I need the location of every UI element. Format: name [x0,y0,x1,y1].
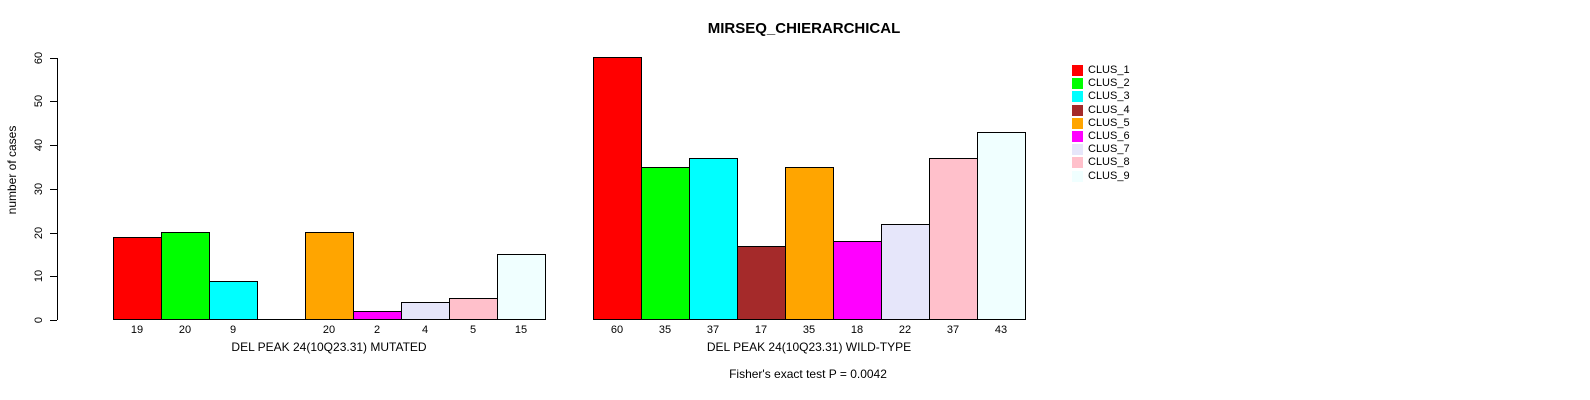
bar-value-label: 18 [850,324,864,336]
y-axis-tick-label: 40 [33,138,45,152]
bar-CLUS_9-group1 [977,132,1026,320]
x-axis-group-label-wildtype: DEL PEAK 24(10Q23.31) WILD-TYPE [706,340,912,354]
bar-value-label: 15 [514,324,528,336]
bar-CLUS_2-group0 [161,232,210,320]
bar-value-label: 35 [802,324,816,336]
bar-value-label: 4 [421,324,429,336]
bar-CLUS_8-group0 [449,298,498,320]
bar-value-label: 35 [658,324,672,336]
legend-label: CLUS_3 [1088,90,1130,103]
bar-CLUS_6-group1 [833,241,882,320]
bar-CLUS_5-group1 [785,167,834,320]
legend-item: CLUS_8 [1072,156,1130,169]
bar-value-label: 2 [373,324,381,336]
bar-value-label: 37 [706,324,720,336]
legend-swatch [1072,91,1083,103]
legend: CLUS_1 CLUS_2 CLUS_3 CLUS_4 CLUS_5 CLUS_6 CLUS… [1072,64,1130,183]
legend-swatch [1072,170,1083,182]
legend-item: CLUS_5 [1072,117,1130,130]
bar-CLUS_7-group1 [881,224,930,320]
legend-label: CLUS_2 [1088,77,1130,90]
y-axis-tick [50,232,57,234]
chart-title: MIRSEQ_CHIERARCHICAL [707,20,901,37]
bar-value-label: 9 [229,324,237,336]
legend-item: CLUS_7 [1072,143,1130,156]
bar-CLUS_8-group1 [929,158,978,320]
bar-value-label: 43 [994,324,1008,336]
bar-value-label: 37 [946,324,960,336]
legend-swatch [1072,78,1083,90]
y-axis-tick [50,145,57,146]
legend-label: CLUS_6 [1088,129,1130,142]
y-axis-tick-label: 0 [33,316,45,324]
legend-swatch [1072,117,1083,129]
legend-label: CLUS_9 [1088,169,1130,182]
y-axis-tick-label: 30 [33,182,45,195]
legend-item: CLUS_2 [1072,77,1130,90]
bar-CLUS_1-group0 [113,237,162,320]
legend-item: CLUS_4 [1072,104,1130,117]
y-axis-tick-label: 50 [33,95,45,108]
y-axis-tick-label: 60 [33,51,45,64]
legend-swatch [1072,157,1083,169]
legend-swatch [1072,104,1083,116]
bar-CLUS_5-group0 [305,232,354,320]
bar-CLUS_2-group1 [641,167,690,320]
y-axis-tick [50,188,57,190]
legend-swatch [1072,65,1083,77]
y-axis-tick [50,320,57,321]
y-axis-line [57,58,58,320]
legend-label: CLUS_4 [1088,103,1130,116]
bar-value-label: 22 [898,324,912,336]
y-axis-tick [50,276,57,278]
bar-value-label: 20 [178,324,192,336]
bar-value-label: 19 [130,324,144,336]
y-axis-tick-label: 10 [33,270,45,283]
legend-item: CLUS_6 [1072,130,1130,143]
bar-CLUS_7-group0 [401,302,450,320]
bar-value-label: 20 [322,324,336,336]
legend-label: CLUS_8 [1088,156,1130,169]
bar-CLUS_3-group0 [209,281,258,320]
zero-height-bar-CLUS_4 [257,319,306,320]
legend-swatch [1072,131,1083,143]
legend-label: CLUS_1 [1088,64,1130,76]
bar-value-label: 60 [610,324,624,336]
y-axis-tick-label: 20 [33,226,45,239]
legend-label: CLUS_7 [1088,143,1130,156]
bar-CLUS_6-group0 [353,311,402,320]
bar-CLUS_3-group1 [689,158,738,320]
y-axis-tick [50,57,57,59]
legend-item: CLUS_3 [1072,90,1130,103]
bar-value-label: 5 [469,324,477,336]
x-axis-group-label-mutated: DEL PEAK 24(10Q23.31) MUTATED [231,340,427,354]
legend-label: CLUS_5 [1088,116,1130,129]
bar-CLUS_4-group1 [737,246,786,320]
bar-CLUS_1-group1 [593,57,642,320]
legend-swatch [1072,144,1083,156]
y-axis-tick [50,101,57,103]
bar-value-label: 17 [754,324,768,336]
bar-CLUS_9-group0 [497,254,546,320]
legend-item: CLUS_1 [1072,64,1130,77]
legend-item: CLUS_9 [1072,170,1130,183]
fisher-test-annotation: Fisher's exact test P = 0.0042 [729,367,887,381]
y-axis-label: number of cases [5,125,19,215]
